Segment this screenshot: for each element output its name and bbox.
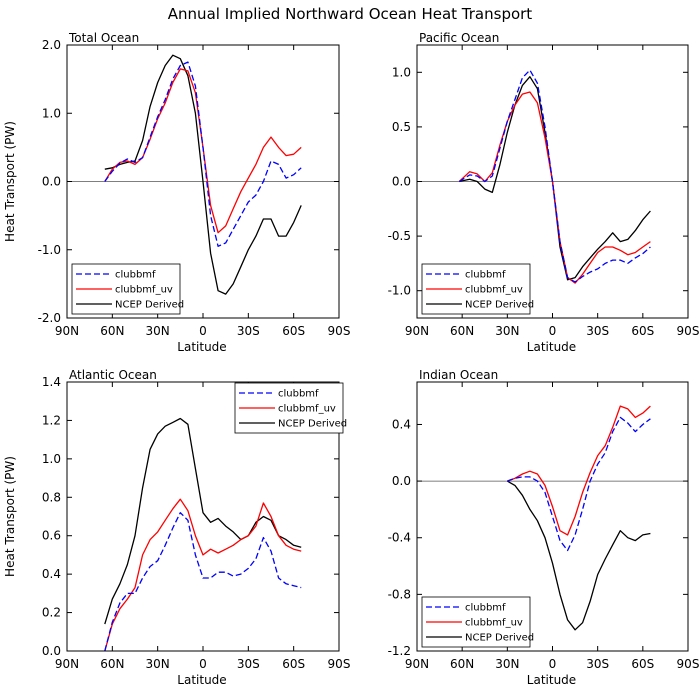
pacific-ocean-title: Pacific Ocean bbox=[419, 31, 499, 45]
indian-ocean-ytick-label: 0.4 bbox=[392, 417, 411, 431]
atlantic-ocean-legend-label-ncep-derived: NCEP Derived bbox=[278, 419, 347, 430]
indian-ocean-xtick-label: 60S bbox=[631, 657, 654, 671]
atlantic-ocean-title: Atlantic Ocean bbox=[69, 368, 157, 382]
pacific-ocean-ytick-label: 0.0 bbox=[392, 175, 411, 189]
indian-ocean-xtick-label: 90S bbox=[677, 657, 700, 671]
total-ocean-ylabel: Heat Transport (PW) bbox=[3, 121, 17, 242]
total-ocean-xtick-label: 60N bbox=[100, 324, 124, 338]
indian-ocean-panel: Indian Ocean 90N 60N 30N 0 30S 60S 90S -1.2 -0.8 -… bbox=[388, 368, 700, 687]
pacific-ocean-frame bbox=[416, 44, 689, 319]
indian-ocean-xtick-label: 30S bbox=[586, 657, 609, 671]
atlantic-ocean-series-ncep-derived bbox=[104, 417, 302, 625]
atlantic-ocean-xtick-label: 90S bbox=[328, 657, 351, 671]
pacific-ocean-legend-label-clubbmf-uv: clubbmf_uv bbox=[465, 285, 523, 296]
pacific-ocean-legend: clubbmf clubbmf_uv NCEP Derived bbox=[421, 263, 534, 315]
indian-ocean-ytick-label: -0.8 bbox=[388, 587, 411, 601]
indian-ocean-xtick-label: 0 bbox=[549, 657, 557, 671]
atlantic-ocean-xtick-label: 60S bbox=[282, 657, 305, 671]
total-ocean-ytick-label: -2.0 bbox=[38, 311, 61, 325]
atlantic-ocean-xtick-label: 30S bbox=[237, 657, 260, 671]
total-ocean-series-clubbmf bbox=[104, 61, 302, 247]
total-ocean-xtick-label: 0 bbox=[199, 324, 207, 338]
indian-ocean-ytick-label: -0.4 bbox=[388, 531, 411, 545]
total-ocean-ytick-label: -1.0 bbox=[38, 243, 61, 257]
indian-ocean-frame bbox=[416, 381, 689, 652]
pacific-ocean-legend-label-clubbmf: clubbmf bbox=[465, 270, 506, 281]
total-ocean-legend: clubbmf clubbmf_uv NCEP Derived bbox=[71, 263, 184, 315]
total-ocean-panel: Total Ocean 90N 60N 30N 0 30S 60S 90S -2.0 -1.0 0.… bbox=[3, 31, 350, 354]
pacific-ocean-series-clubbmf-uv bbox=[458, 91, 651, 284]
atlantic-ocean-xlabel: Latitude bbox=[177, 673, 226, 687]
total-ocean-xlabel: Latitude bbox=[177, 340, 226, 354]
indian-ocean-xtick-label: 90N bbox=[405, 657, 429, 671]
pacific-ocean-xtick-label: 0 bbox=[549, 324, 557, 338]
atlantic-ocean-ytick-label: 0.0 bbox=[42, 644, 61, 658]
indian-ocean-xlabel: Latitude bbox=[527, 673, 576, 687]
pacific-ocean-xtick-label: 30N bbox=[495, 324, 519, 338]
total-ocean-xtick-label: 90N bbox=[55, 324, 79, 338]
total-ocean-legend-box bbox=[71, 263, 181, 315]
pacific-ocean-series-clubbmf bbox=[458, 69, 651, 283]
total-ocean-xtick-label: 30N bbox=[146, 324, 170, 338]
pacific-ocean-panel: Pacific Ocean 90N 60N 30N 0 30S 60S 90S -1.0 -0.5… bbox=[388, 31, 700, 354]
total-ocean-legend-label-ncep-derived: NCEP Derived bbox=[115, 300, 184, 311]
total-ocean-series-ncep-derived bbox=[104, 54, 302, 295]
indian-ocean-legend-label-clubbmf: clubbmf bbox=[465, 603, 506, 614]
indian-ocean-legend: clubbmf clubbmf_uv NCEP Derived bbox=[421, 596, 534, 648]
pacific-ocean-xlabel: Latitude bbox=[527, 340, 576, 354]
pacific-ocean-ytick-label: -0.5 bbox=[388, 229, 411, 243]
atlantic-ocean-xtick-label: 60N bbox=[100, 657, 124, 671]
atlantic-ocean-legend-label-clubbmf-uv: clubbmf_uv bbox=[278, 404, 336, 415]
pacific-ocean-ytick-label: -1.0 bbox=[388, 284, 411, 298]
total-ocean-ytick-label: 1.0 bbox=[42, 106, 61, 120]
atlantic-ocean-legend: clubbmf clubbmf_uv NCEP Derived bbox=[234, 382, 347, 434]
total-ocean-legend-label-clubbmf-uv: clubbmf_uv bbox=[115, 285, 173, 296]
indian-ocean-series-clubbmf bbox=[507, 416, 651, 552]
pacific-ocean-ytick-label: 1.0 bbox=[392, 65, 411, 79]
pacific-ocean-xtick-label: 90N bbox=[405, 324, 429, 338]
figure-title: Annual Implied Northward Ocean Heat Tran… bbox=[168, 5, 533, 23]
total-ocean-ytick-label: 0.0 bbox=[42, 175, 61, 189]
indian-ocean-xtick-label: 60N bbox=[450, 657, 474, 671]
pacific-ocean-xtick-label: 90S bbox=[677, 324, 700, 338]
pacific-ocean-xtick-label: 60S bbox=[631, 324, 654, 338]
atlantic-ocean-ytick-label: 0.4 bbox=[42, 567, 61, 581]
total-ocean-xtick-label: 60S bbox=[282, 324, 305, 338]
indian-ocean-ytick-label: 0.0 bbox=[392, 474, 411, 488]
total-ocean-frame bbox=[66, 44, 340, 319]
atlantic-ocean-xtick-label: 90N bbox=[55, 657, 79, 671]
atlantic-ocean-ylabel: Heat Transport (PW) bbox=[3, 456, 17, 577]
atlantic-ocean-legend-label-clubbmf: clubbmf bbox=[278, 389, 319, 400]
total-ocean-legend-label-clubbmf: clubbmf bbox=[115, 270, 156, 281]
total-ocean-xtick-label: 30S bbox=[237, 324, 260, 338]
total-ocean-xtick-label: 90S bbox=[328, 324, 351, 338]
atlantic-ocean-ytick-label: 0.6 bbox=[42, 529, 61, 543]
atlantic-ocean-ytick-label: 1.0 bbox=[42, 452, 61, 466]
pacific-ocean-ytick-label: 0.5 bbox=[392, 120, 411, 134]
indian-ocean-series-clubbmf-uv bbox=[507, 405, 651, 536]
atlantic-ocean-panel: Atlantic Ocean 90N 60N 30N 0 30S 60S 90S 0.0 0.2 0… bbox=[3, 368, 350, 687]
indian-ocean-legend-label-ncep-derived: NCEP Derived bbox=[465, 633, 534, 644]
atlantic-ocean-series-clubbmf-uv bbox=[104, 498, 302, 651]
total-ocean-ytick-label: 2.0 bbox=[42, 38, 61, 52]
atlantic-ocean-ytick-label: 1.4 bbox=[42, 375, 61, 389]
indian-ocean-legend-label-clubbmf-uv: clubbmf_uv bbox=[465, 618, 523, 629]
pacific-ocean-legend-label-ncep-derived: NCEP Derived bbox=[465, 300, 534, 311]
atlantic-ocean-xtick-label: 0 bbox=[199, 657, 207, 671]
indian-ocean-xtick-label: 30N bbox=[495, 657, 519, 671]
total-ocean-title: Total Ocean bbox=[68, 31, 139, 45]
atlantic-ocean-frame bbox=[66, 381, 340, 652]
atlantic-ocean-ytick-label: 1.2 bbox=[42, 413, 61, 427]
pacific-ocean-xtick-label: 60N bbox=[450, 324, 474, 338]
indian-ocean-series-ncep-derived bbox=[506, 480, 651, 631]
atlantic-ocean-ytick-label: 0.8 bbox=[42, 490, 61, 504]
atlantic-ocean-ytick-label: 0.2 bbox=[42, 606, 61, 620]
indian-ocean-ytick-label: -1.2 bbox=[388, 644, 411, 658]
atlantic-ocean-series-clubbmf bbox=[104, 512, 302, 651]
pacific-ocean-xtick-label: 30S bbox=[586, 324, 609, 338]
indian-ocean-title: Indian Ocean bbox=[419, 368, 498, 382]
atlantic-ocean-xtick-label: 30N bbox=[146, 657, 170, 671]
